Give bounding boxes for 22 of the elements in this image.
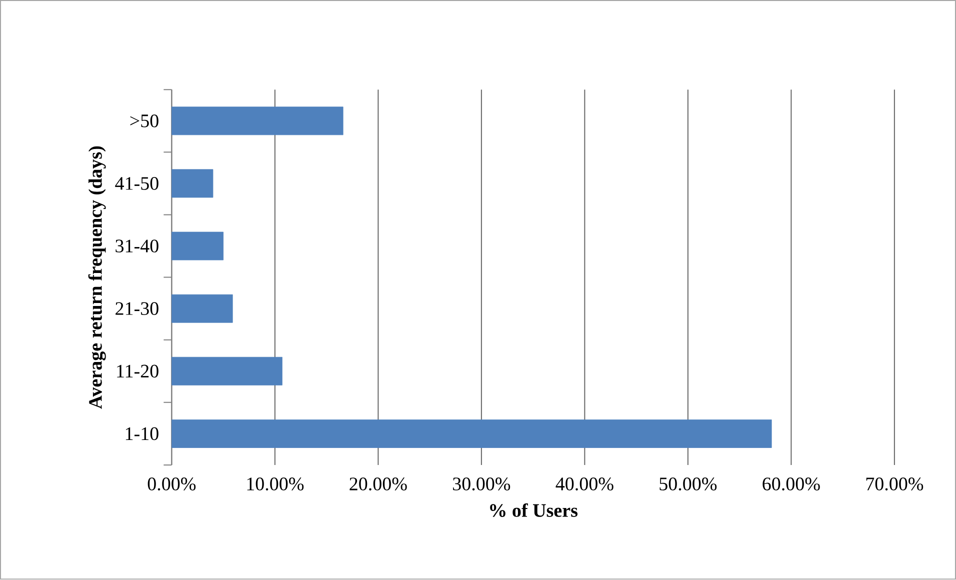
x-tick-label: 70.00% xyxy=(866,478,924,491)
y-tick-label: 41-50 xyxy=(115,177,158,190)
x-axis-title: % of Users xyxy=(490,504,578,518)
bar xyxy=(171,420,772,448)
bar xyxy=(171,106,344,136)
bar xyxy=(171,294,233,323)
x-tick-label: 10.00% xyxy=(247,478,304,491)
x-tick-label: 30.00% xyxy=(453,478,510,491)
y-axis-title: Average return frequency (days) xyxy=(88,146,106,410)
y-tick-label: >50 xyxy=(130,114,158,128)
x-tick-label: 20.00% xyxy=(350,478,407,491)
y-tick-label: 21-30 xyxy=(116,302,158,316)
bar xyxy=(171,357,282,386)
y-tick-label: 11-20 xyxy=(117,364,158,378)
x-tick-label: 50.00% xyxy=(660,478,717,491)
x-tick-label: 40.00% xyxy=(556,478,614,491)
y-tick-label: 1-10 xyxy=(126,427,158,440)
x-tick-label: 60.00% xyxy=(762,478,820,491)
bar xyxy=(171,232,224,260)
bar xyxy=(171,169,214,198)
x-tick-label: 0.00% xyxy=(148,478,196,491)
y-tick-label: 31-40 xyxy=(116,240,158,253)
